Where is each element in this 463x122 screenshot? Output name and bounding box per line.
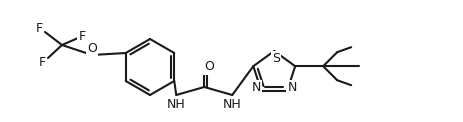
Text: F: F	[35, 21, 43, 35]
Text: NH: NH	[222, 98, 241, 112]
Text: S: S	[272, 52, 280, 66]
Text: F: F	[38, 56, 45, 68]
Text: O: O	[204, 61, 214, 73]
Text: N: N	[251, 81, 261, 94]
Text: F: F	[78, 30, 85, 42]
Text: O: O	[87, 41, 97, 55]
Text: N: N	[287, 81, 296, 94]
Text: NH: NH	[167, 98, 185, 112]
